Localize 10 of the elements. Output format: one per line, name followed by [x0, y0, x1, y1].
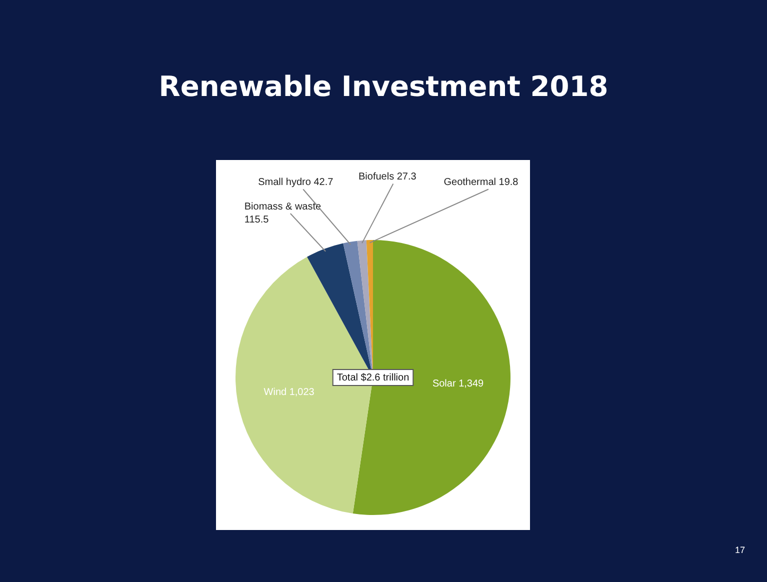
data-label: 115.5 — [244, 214, 270, 226]
slice-label: Geothermal 19.8 — [444, 177, 519, 188]
slice-label: Biofuels 27.3 — [358, 172, 417, 182]
slice-label: Wind 1,023 — [264, 387, 315, 398]
chart-title: Renewable Investment 2018 — [158, 70, 610, 103]
text: 17 — [735, 545, 746, 555]
slice-label: Biomass & waste — [244, 201, 322, 212]
slice-label: Solar 1,349 — [432, 378, 484, 390]
text: Total $2.6 trillion — [336, 372, 410, 384]
slice-label: Small hydro 42.7 — [258, 177, 334, 188]
